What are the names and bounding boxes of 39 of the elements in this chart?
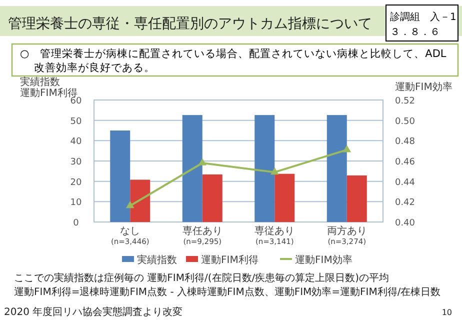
point bbox=[126, 200, 134, 208]
text: 診調組 入－1 ３．８．６ bbox=[390, 11, 456, 38]
bar bbox=[202, 174, 222, 222]
y-tick-label: 20 bbox=[70, 178, 82, 188]
legend-label: 運動FIM利得 bbox=[201, 254, 258, 266]
y2-tick-label: 0.46 bbox=[394, 158, 416, 168]
text: 運動FIM利得=退棟時運動FIM点数 - 入棟時運動FIM点数、運動FIM効率=運動FIM利得/在棟日数 bbox=[14, 286, 441, 298]
bar bbox=[274, 174, 295, 222]
bar bbox=[326, 115, 347, 222]
y2-tick-label: 0.50 bbox=[394, 116, 416, 127]
bar bbox=[130, 180, 150, 222]
text: 10 bbox=[442, 308, 452, 317]
bar bbox=[182, 115, 202, 222]
legend-label: 運動FIM効率 bbox=[295, 254, 352, 266]
bar bbox=[346, 175, 367, 222]
y2-tick-label: 0.52 bbox=[394, 96, 416, 106]
y2-tick-label: 0.40 bbox=[394, 218, 416, 228]
bar bbox=[254, 115, 275, 222]
y2-tick-label: 0.48 bbox=[394, 137, 416, 148]
legend-label: 実績指数 bbox=[137, 254, 177, 266]
y2-tick-label: 0.44 bbox=[394, 178, 416, 188]
y-tick-label: 60 bbox=[70, 96, 82, 106]
chart-title: 管理栄養士の専従・専任配置別のアウトカム指標について bbox=[8, 16, 372, 32]
y-tick-label: 30 bbox=[70, 158, 82, 168]
chart-subtitle: ○ 管理栄養士が病棟に配置されている場合、配置されていない病棟と比較して、ADL改善効率が良好である。 bbox=[20, 47, 446, 74]
bar bbox=[110, 130, 130, 222]
y-tick-label: 50 bbox=[70, 116, 82, 127]
y-tick-label: 40 bbox=[70, 137, 82, 148]
text: 運動FIM利得 bbox=[20, 87, 78, 99]
y-tick-label: 10 bbox=[70, 198, 82, 208]
point bbox=[270, 167, 279, 175]
y-tick-label: 0 bbox=[73, 218, 80, 228]
text: 2020 年度回リハ協会実態調査より改変 bbox=[4, 306, 183, 318]
point bbox=[342, 145, 352, 152]
y2-axis-title: 運動FIM効率 bbox=[395, 81, 452, 93]
y2-tick-label: 0.42 bbox=[394, 198, 416, 208]
y-axis-title: 実績指数 bbox=[20, 76, 60, 88]
point bbox=[198, 158, 207, 166]
text: ここでの実績指数は症例毎の 運動FIM利得/(在院日数/疾患毎の算定上限日数)の平均 bbox=[14, 272, 390, 284]
